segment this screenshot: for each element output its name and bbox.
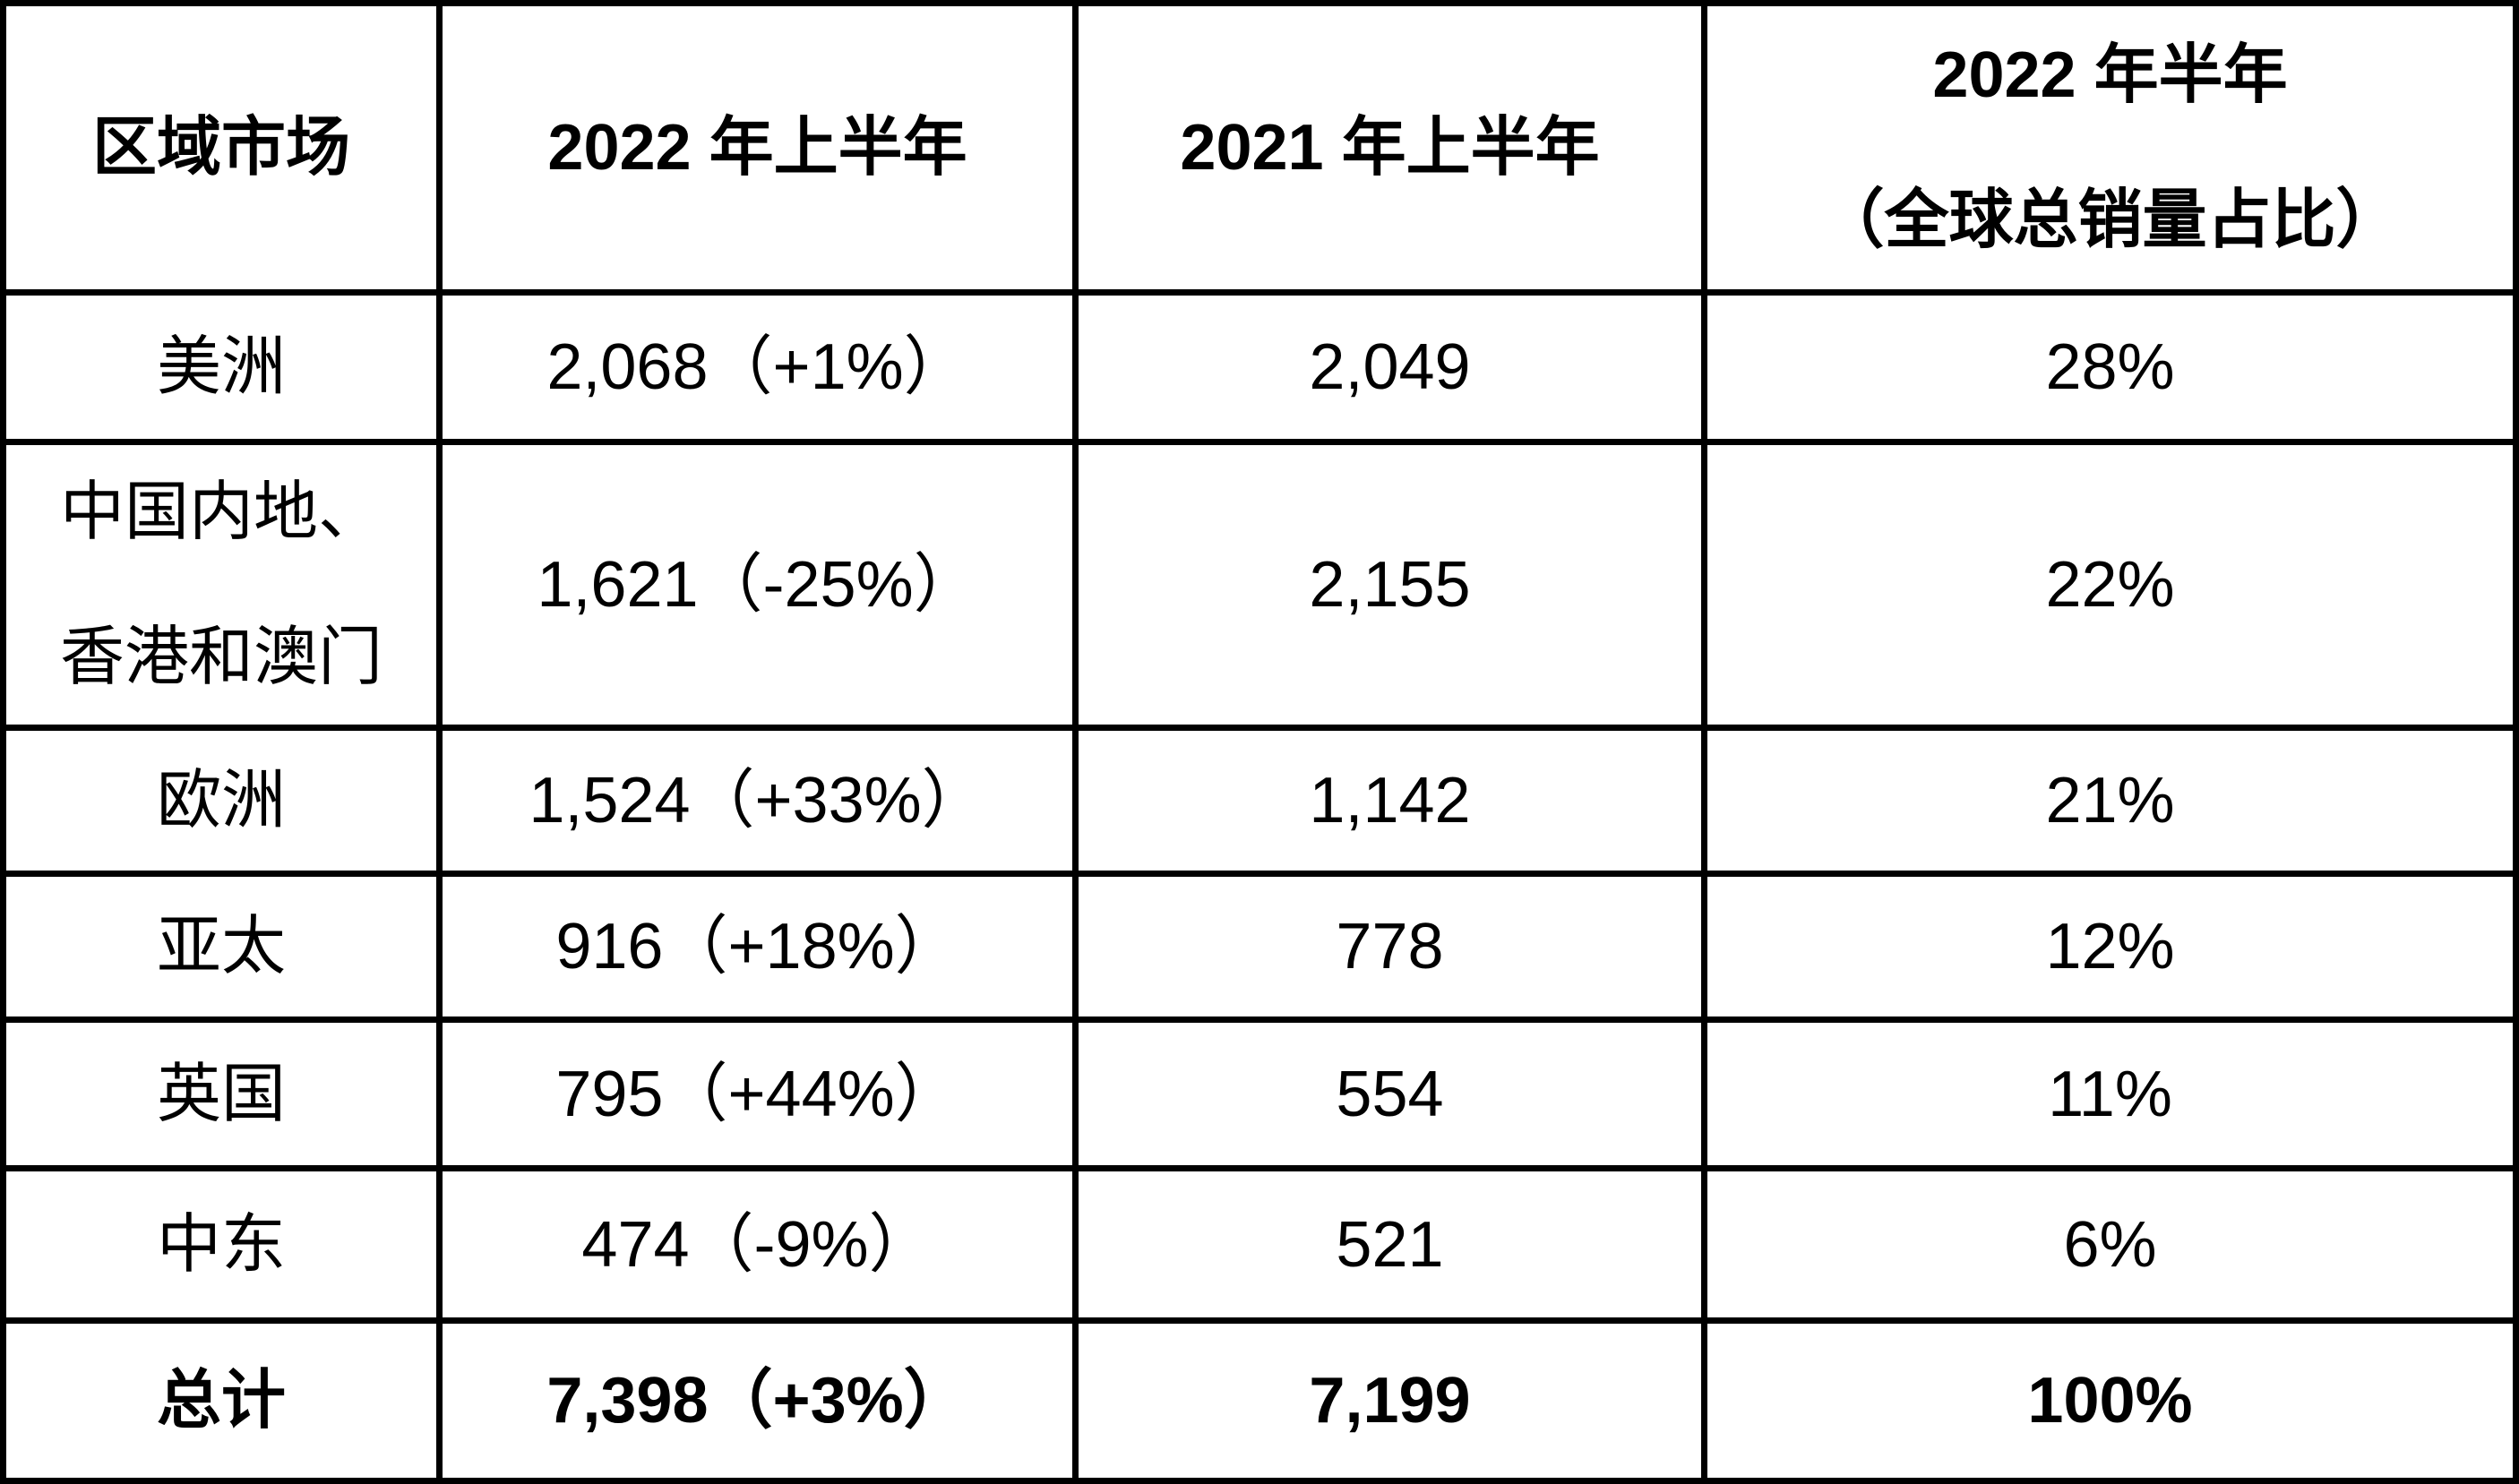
header-region-market: 区域市场 [6,6,443,296]
hy2021-cell: 778 [1079,877,1707,1023]
hy2022-cell: 7,398（+3%） [443,1324,1079,1478]
hy2021-cell: 2,049 [1079,296,1707,445]
hy2021-cell: 7,199 [1079,1324,1707,1478]
region-cell: 英国 [6,1023,443,1171]
table-row-uk: 英国 795（+44%） 554 11% [6,1023,2513,1171]
hy2022-cell: 795（+44%） [443,1023,1079,1171]
table-row-europe: 欧洲 1,524（+33%） 1,142 21% [6,731,2513,877]
table-row-china-hk-macau: 中国内地、 香港和澳门 1,621（-25%） 2,155 22% [6,445,2513,731]
header-2022-global-share-line2: （全球总销量占比） [1819,184,2401,256]
share-cell: 28% [1707,296,2513,445]
table-header-row: 区域市场 2022 年上半年 2021 年上半年 2022 年半年 （全球总销量… [6,6,2513,296]
header-2021-h1: 2021 年上半年 [1079,6,1707,296]
region-cell: 美洲 [6,296,443,445]
region-cell: 总计 [6,1324,443,1478]
table-row-middle-east: 中东 474（-9%） 521 6% [6,1171,2513,1324]
table-row-americas: 美洲 2,068（+1%） 2,049 28% [6,296,2513,445]
header-2022-h1: 2022 年上半年 [443,6,1079,296]
header-2022-global-share-line1: 2022 年半年 [1932,39,2288,111]
hy2022-cell: 474（-9%） [443,1171,1079,1324]
region-cell: 亚太 [6,877,443,1023]
share-cell: 6% [1707,1171,2513,1324]
region-cell: 中东 [6,1171,443,1324]
header-2021-h1-label: 2021 年上半年 [1180,112,1600,184]
header-2022-global-share: 2022 年半年 （全球总销量占比） [1707,6,2513,296]
table-row-total: 总计 7,398（+3%） 7,199 100% [6,1324,2513,1478]
hy2021-cell: 2,155 [1079,445,1707,731]
region-line1: 中国内地、 [59,476,383,548]
share-cell: 12% [1707,877,2513,1023]
hy2022-cell: 2,068（+1%） [443,296,1079,445]
hy2022-cell: 1,524（+33%） [443,731,1079,877]
region-cell: 中国内地、 香港和澳门 [6,445,443,731]
header-2022-h1-label: 2022 年上半年 [547,112,967,184]
share-cell: 100% [2027,1365,2193,1437]
region-cell: 欧洲 [6,731,443,877]
region-line2: 香港和澳门 [59,622,383,693]
table-row-asia-pacific: 亚太 916（+18%） 778 12% [6,877,2513,1023]
hy2021-cell: 521 [1079,1171,1707,1324]
header-region-market-label: 区域市场 [91,112,350,184]
share-cell: 22% [1707,445,2513,731]
hy2022-cell: 916（+18%） [443,877,1079,1023]
share-cell: 21% [1707,731,2513,877]
hy2021-cell: 554 [1079,1023,1707,1171]
hy2021-cell: 1,142 [1079,731,1707,877]
hy2022-cell: 1,621（-25%） [443,445,1079,731]
share-cell: 11% [1707,1023,2513,1171]
